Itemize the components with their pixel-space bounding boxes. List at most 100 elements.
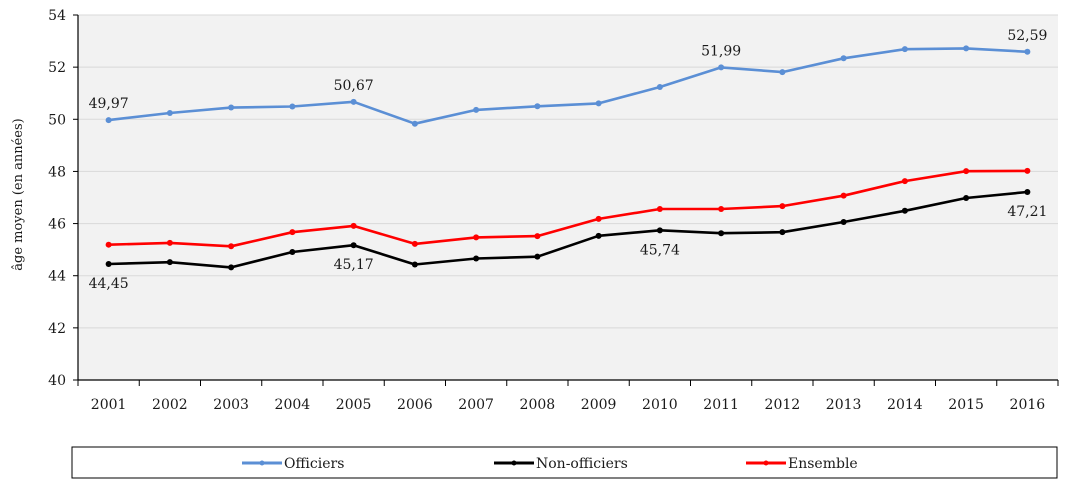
series-line: [108, 190, 1028, 269]
data-point: [350, 242, 357, 249]
series-non-officiers: [105, 189, 1031, 271]
y-tick-label: 44: [48, 269, 66, 285]
data-point: [779, 69, 786, 76]
data-point: [166, 259, 173, 266]
legend: Officiers Non-officiers Ensemble: [71, 446, 1058, 479]
y-tick-label: 48: [48, 164, 66, 180]
data-labels: 49,97 50,67 51,99 52,59 44,45 45,17 45,74 47,21: [89, 28, 1048, 292]
data-label: 50,67: [334, 78, 374, 94]
x-tick-label: 2013: [826, 397, 862, 413]
series-group: [105, 45, 1031, 271]
data-point: [534, 253, 541, 260]
data-point: [963, 168, 970, 175]
data-point: [901, 178, 908, 185]
data-label: 45,17: [334, 257, 374, 273]
legend-item: Ensemble: [746, 456, 858, 472]
data-point: [289, 229, 296, 236]
data-point: [534, 233, 541, 240]
data-point: [1024, 189, 1031, 196]
y-tick-label: 42: [48, 321, 66, 337]
legend-marker: [511, 460, 517, 466]
x-tick-label: 2015: [948, 397, 984, 413]
y-tick-label: 46: [48, 217, 66, 233]
data-point: [963, 45, 970, 52]
legend-marker: [259, 460, 265, 466]
data-point: [473, 255, 480, 262]
series-line: [108, 169, 1028, 248]
data-label: 44,45: [89, 276, 129, 292]
gridlines: [78, 14, 1058, 329]
data-point: [289, 248, 296, 255]
series-officiers: [105, 45, 1031, 127]
data-point: [350, 98, 357, 105]
legend-item: Officiers: [242, 456, 344, 472]
series-line: [108, 47, 1028, 125]
x-tick-label: 2005: [336, 397, 372, 413]
data-point: [840, 219, 847, 226]
data-point: [840, 192, 847, 199]
data-point: [595, 215, 602, 222]
data-point: [411, 261, 418, 268]
data-point: [779, 203, 786, 210]
data-point: [534, 103, 541, 110]
x-tick-label: 2006: [397, 397, 433, 413]
data-point: [656, 205, 663, 212]
legend-label: Officiers: [284, 456, 344, 472]
data-point: [656, 227, 663, 234]
data-point: [473, 106, 480, 113]
data-point: [963, 195, 970, 202]
x-tick-label: 2016: [1010, 397, 1046, 413]
data-point: [289, 103, 296, 110]
y-tick-label: 52: [48, 60, 66, 76]
x-tick-label: 2007: [458, 397, 494, 413]
data-point: [473, 234, 480, 241]
x-tick-label: 2014: [887, 397, 923, 413]
legend-marker: [763, 460, 769, 466]
legend-item: Non-officiers: [494, 456, 628, 472]
x-tick-label: 2009: [581, 397, 617, 413]
data-label: 49,97: [89, 96, 129, 112]
data-point: [411, 120, 418, 127]
y-tick-label: 54: [48, 8, 66, 24]
data-point: [901, 207, 908, 214]
x-tick-label: 2002: [152, 397, 188, 413]
data-point: [840, 55, 847, 62]
data-point: [718, 230, 725, 237]
plot-area: [78, 15, 1058, 380]
legend-label: Non-officiers: [536, 456, 628, 472]
legend-box: [71, 446, 1058, 479]
x-axis-ticks: 2001 2002 2003 2004 2005 2006 2007 2008 2009 2010…: [77, 380, 1059, 413]
data-label: 47,21: [1007, 204, 1047, 220]
data-point: [105, 241, 112, 248]
data-point: [656, 83, 663, 90]
x-tick-label: 2001: [91, 397, 127, 413]
x-tick-label: 2003: [213, 397, 249, 413]
legend-label: Ensemble: [788, 456, 858, 472]
data-point: [105, 260, 112, 267]
data-label: 51,99: [701, 43, 741, 59]
data-point: [901, 46, 908, 53]
data-point: [779, 229, 786, 236]
y-tick-label: 50: [48, 112, 66, 128]
y-tick-label: 40: [48, 373, 66, 389]
data-point: [1024, 167, 1031, 174]
data-point: [350, 222, 357, 229]
data-point: [411, 240, 418, 247]
data-point: [1024, 48, 1031, 55]
x-tick-label: 2012: [765, 397, 801, 413]
data-point: [595, 232, 602, 239]
x-tick-label: 2008: [520, 397, 556, 413]
y-axis-title: âge moyen (en années): [11, 118, 26, 271]
x-tick-label: 2004: [275, 397, 311, 413]
data-point: [718, 64, 725, 71]
data-point: [105, 117, 112, 124]
data-point: [595, 100, 602, 107]
x-tick-label: 2011: [703, 397, 739, 413]
y-axis-ticks: 40 42 44 46 48 50 52 54: [48, 8, 78, 389]
data-point: [228, 104, 235, 111]
data-point: [228, 243, 235, 250]
data-point: [166, 239, 173, 246]
data-label: 52,59: [1007, 28, 1047, 44]
x-tick-label: 2010: [642, 397, 678, 413]
